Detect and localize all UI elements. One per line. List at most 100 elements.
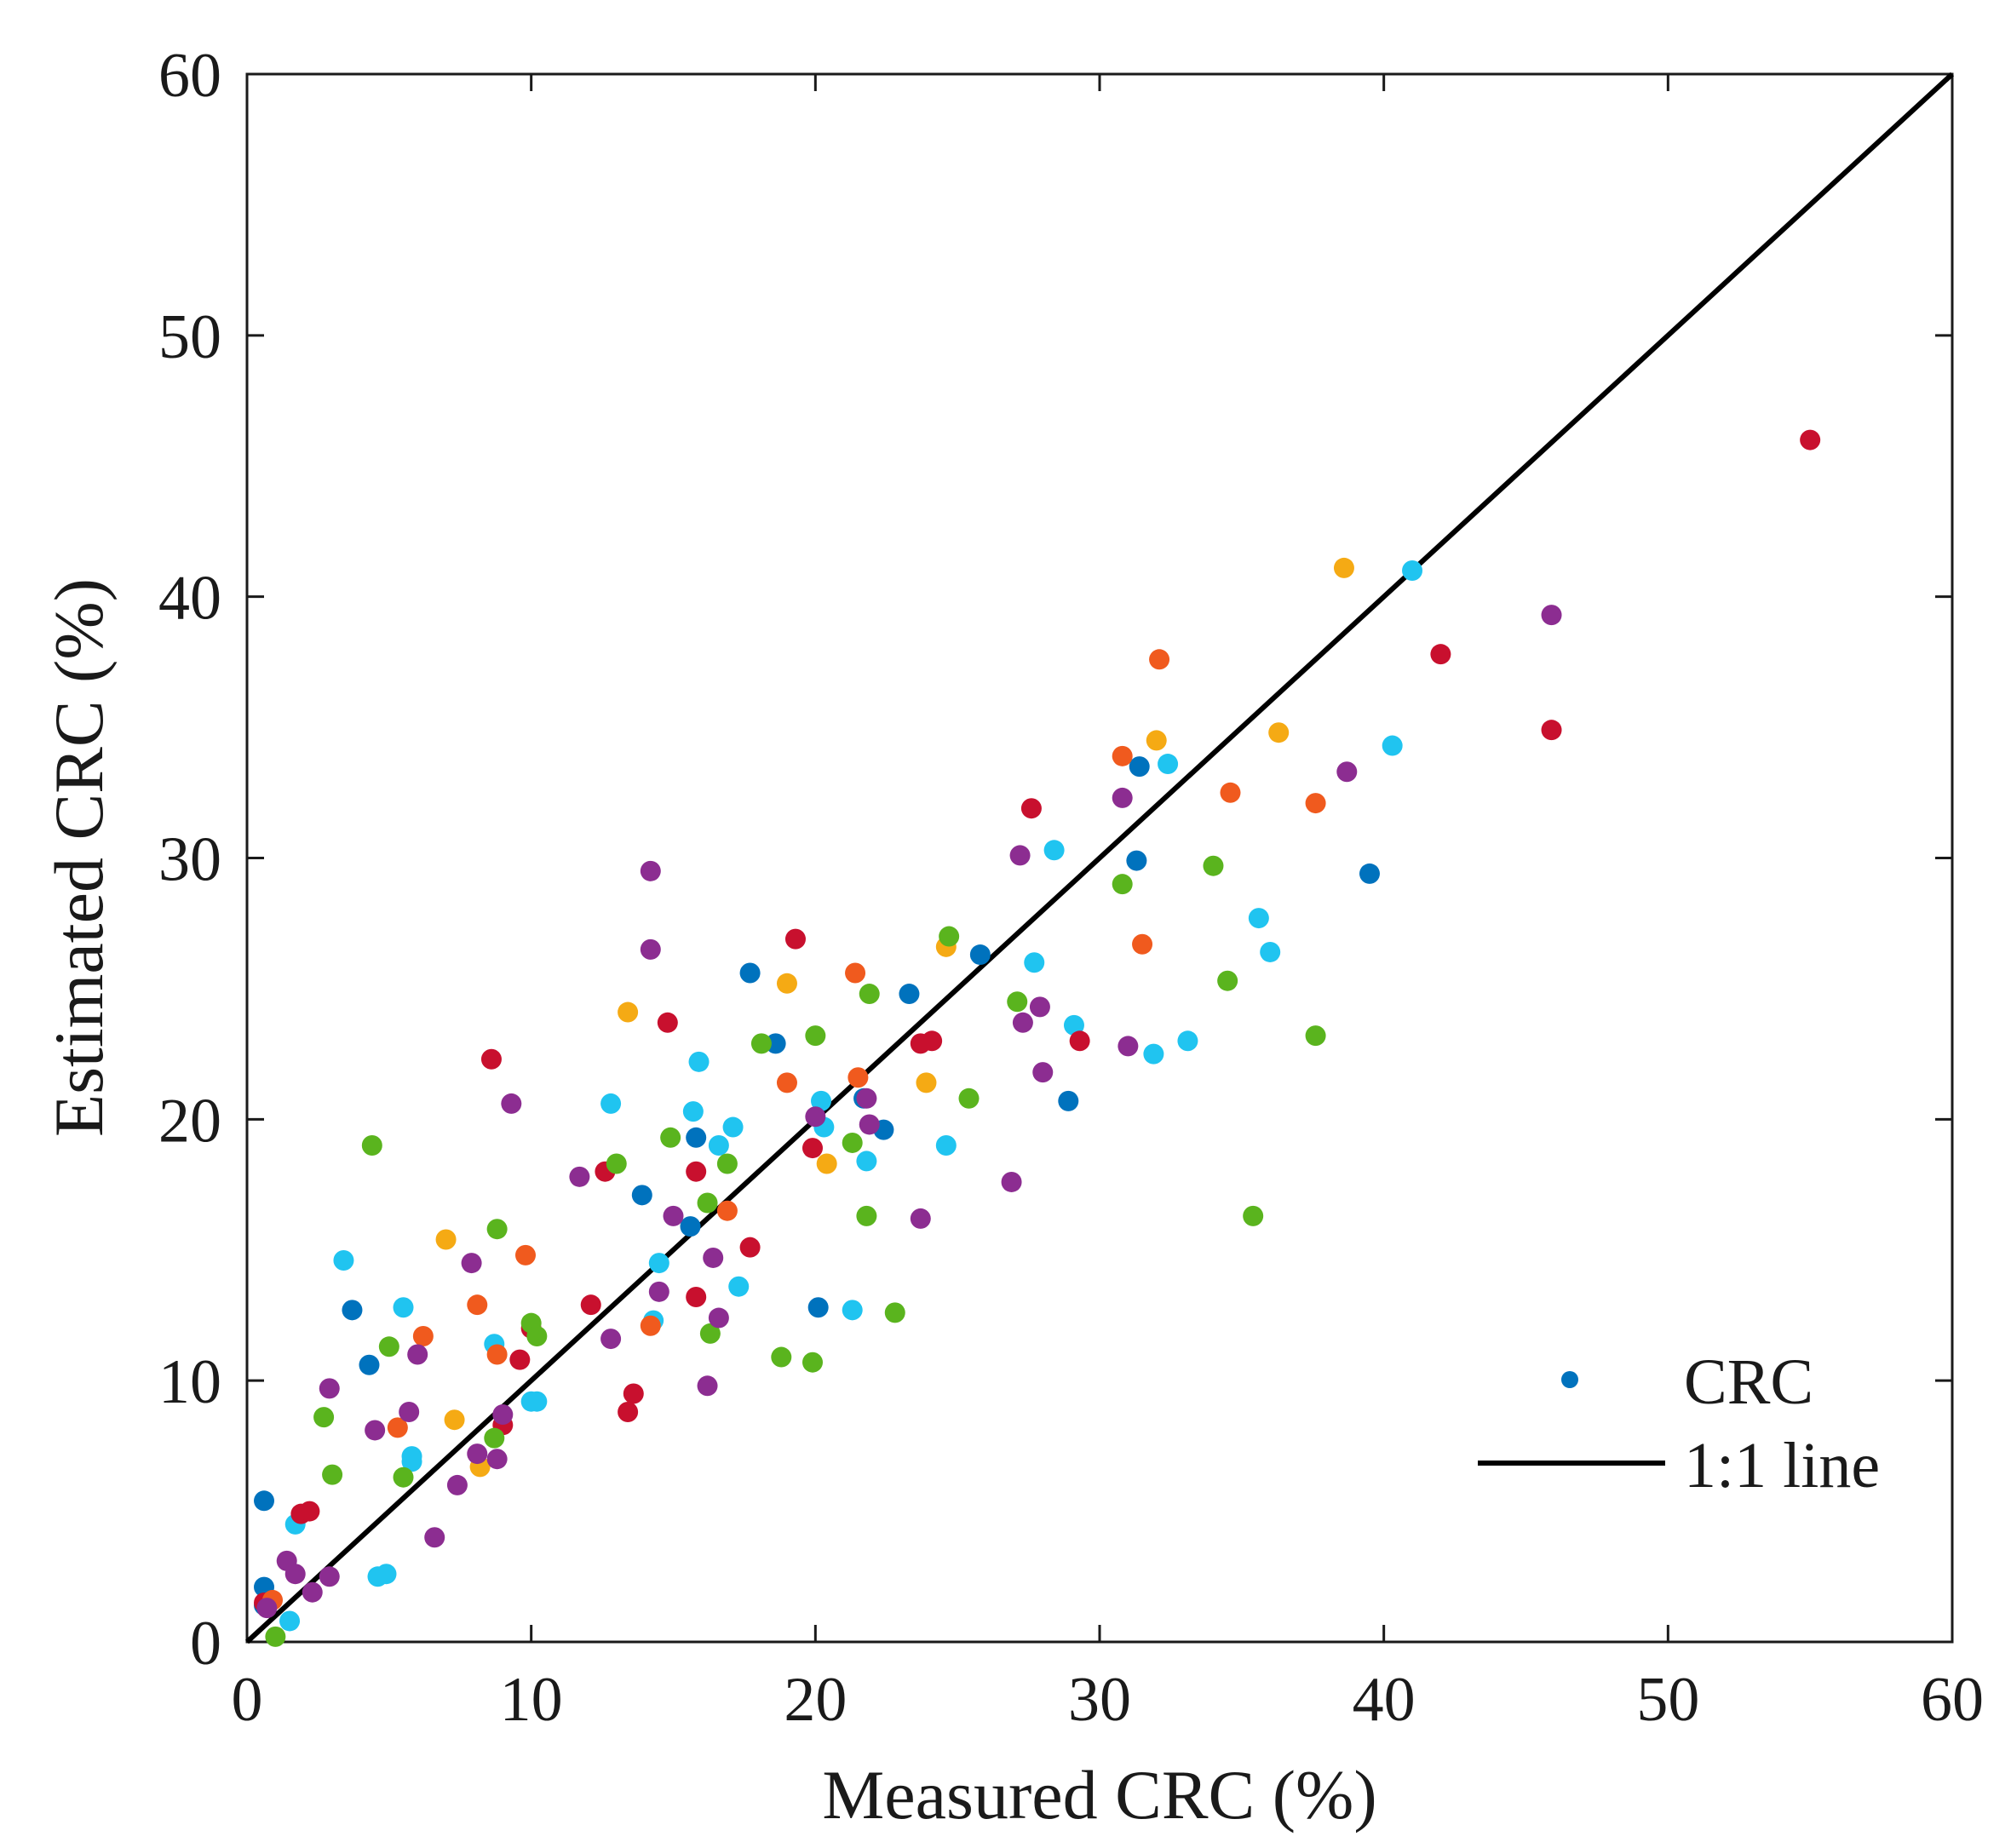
data-point-blue: [969, 944, 991, 966]
data-point-cyan: [856, 1151, 877, 1172]
y-tick-label: 40: [158, 564, 221, 634]
one-to-one-line: [244, 72, 1955, 1644]
data-point-green: [716, 1153, 738, 1174]
data-point-cyan: [1043, 840, 1065, 861]
data-point-cyan: [526, 1391, 548, 1412]
data-point-purple: [805, 1106, 826, 1128]
legend-label-crc: CRC: [1684, 1346, 1813, 1418]
data-point-purple: [1118, 1036, 1139, 1057]
points-layer: [254, 429, 1821, 1647]
x-tick-label: 0: [232, 1665, 263, 1735]
data-point-purple: [365, 1420, 386, 1441]
data-point-red: [580, 1294, 601, 1316]
data-point-purple: [697, 1375, 718, 1397]
data-point-purple: [467, 1443, 488, 1465]
data-point-green: [1112, 874, 1133, 895]
data-point-green: [361, 1135, 382, 1156]
data-point-cyan: [688, 1051, 710, 1072]
data-point-red: [623, 1383, 644, 1404]
y-axis-title: Estimated CRC (%): [40, 578, 118, 1137]
data-point-cyan: [728, 1276, 750, 1297]
data-point-yellow: [618, 1001, 639, 1023]
data-point-blue: [342, 1300, 363, 1321]
data-point-purple: [399, 1401, 420, 1422]
data-point-orange-red: [412, 1326, 434, 1347]
data-point-yellow: [444, 1409, 465, 1431]
data-point-green: [750, 1033, 772, 1054]
data-point-red: [657, 1012, 678, 1033]
data-point-purple: [1029, 996, 1050, 1018]
data-point-purple: [501, 1093, 522, 1114]
data-point-green: [884, 1302, 905, 1323]
data-point-green: [697, 1192, 718, 1214]
x-tick-label: 20: [784, 1665, 847, 1735]
data-point-cyan: [333, 1250, 354, 1271]
data-point-red: [922, 1030, 943, 1052]
data-point-green: [1007, 991, 1028, 1013]
data-point-red: [299, 1501, 320, 1522]
legend-label-1-1-line: 1:1 line: [1684, 1430, 1880, 1501]
data-point-orange-red: [1112, 745, 1133, 766]
data-point-cyan: [1158, 754, 1179, 775]
y-tick-label: 60: [158, 41, 221, 111]
data-point-orange-red: [1220, 782, 1241, 803]
data-point-cyan: [1024, 952, 1045, 973]
data-point-orange-red: [1149, 649, 1170, 670]
data-point-purple: [486, 1449, 508, 1470]
data-point-yellow: [1333, 557, 1354, 578]
data-point-red: [1020, 798, 1042, 819]
x-tick-label: 10: [500, 1665, 563, 1735]
data-point-red: [480, 1048, 502, 1070]
data-point-purple: [856, 1088, 877, 1109]
data-point-red: [618, 1401, 639, 1422]
y-tick-label: 0: [190, 1609, 221, 1679]
data-point-purple: [1012, 1012, 1033, 1033]
data-point-cyan: [1143, 1043, 1164, 1065]
data-point-purple: [708, 1307, 729, 1329]
data-point-cyan: [722, 1116, 744, 1138]
data-point-orange-red: [640, 1315, 661, 1336]
data-point-blue: [680, 1216, 701, 1237]
data-point-blue: [686, 1127, 707, 1148]
data-point-cyan: [935, 1135, 957, 1156]
data-point-cyan: [1063, 1014, 1084, 1036]
data-point-cyan: [1382, 735, 1403, 756]
data-point-blue: [1058, 1090, 1079, 1111]
data-point-green: [606, 1153, 627, 1174]
data-point-orange-red: [847, 1067, 869, 1088]
data-point-green: [859, 984, 880, 1005]
data-point-cyan: [1248, 908, 1269, 929]
data-point-yellow: [776, 973, 797, 994]
data-point-blue: [1359, 863, 1380, 884]
data-point-purple: [1112, 787, 1133, 808]
data-point-cyan: [600, 1093, 622, 1114]
x-tick-label: 40: [1353, 1665, 1416, 1735]
data-point-green: [486, 1219, 508, 1240]
data-point-cyan: [708, 1135, 729, 1156]
data-point-purple: [663, 1205, 684, 1226]
data-point-orange-red: [776, 1072, 797, 1093]
x-tick-label: 30: [1068, 1665, 1131, 1735]
data-point-orange-red: [1305, 793, 1326, 814]
data-point-yellow: [1268, 722, 1290, 743]
data-point-blue: [1126, 850, 1147, 871]
data-point-green: [771, 1346, 792, 1368]
data-point-blue: [631, 1185, 652, 1206]
legend-marker-crc: [1561, 1371, 1578, 1388]
y-tick-label: 20: [158, 1086, 221, 1156]
data-point-blue: [739, 962, 761, 984]
x-tick-label: 60: [1921, 1665, 1984, 1735]
data-point-purple: [256, 1598, 278, 1619]
data-point-cyan: [1260, 941, 1281, 962]
data-point-green: [1203, 855, 1224, 876]
data-point-cyan: [842, 1300, 863, 1321]
data-point-yellow: [916, 1072, 937, 1093]
data-point-purple: [461, 1253, 482, 1274]
data-point-yellow: [435, 1229, 457, 1250]
data-point-purple: [640, 938, 661, 960]
data-point-purple: [569, 1166, 590, 1187]
ticks-layer: 0 10 20 30 40 50 60 0 10 20 30 40 50 60: [158, 41, 1984, 1735]
data-point-green: [856, 1205, 877, 1226]
